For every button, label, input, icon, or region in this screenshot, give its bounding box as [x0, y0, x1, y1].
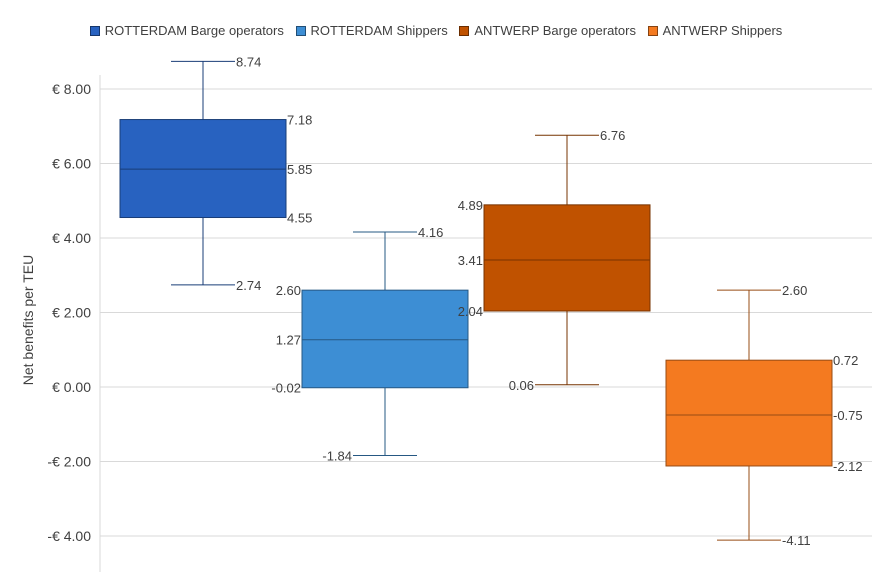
y-tick-label: € 8.00 — [52, 81, 91, 97]
box-group: 0.72 -0.75 -2.12 2.60 -4.11 — [665, 283, 863, 548]
q3-label: 2.60 — [276, 283, 301, 298]
y-tick-label: -€ 4.00 — [47, 528, 91, 544]
median-label: 1.27 — [276, 333, 301, 348]
chart-legend: ROTTERDAM Barge operators ROTTERDAM Ship… — [0, 22, 872, 38]
q3-label: 7.18 — [287, 113, 312, 128]
box-group: 2.60 1.27 -0.02 4.16 -1.84 — [271, 225, 469, 464]
min-label: 0.06 — [509, 378, 534, 393]
max-label: 4.16 — [418, 225, 443, 240]
q1-label: 2.04 — [458, 304, 483, 319]
q1-label: -0.02 — [271, 381, 301, 396]
q1-label: 4.55 — [287, 211, 312, 226]
legend-swatch — [295, 26, 306, 37]
median-label: -0.75 — [833, 408, 863, 423]
legend-item-antwerp-barge: ANTWERP Barge operators — [459, 23, 636, 38]
median-label: 5.85 — [287, 162, 312, 177]
min-label: 2.74 — [236, 278, 261, 293]
y-axis-ticks: -€ 4.00 -€ 2.00 € 0.00 € 2.00 € 4.00 € 6.00 € … — [47, 81, 91, 544]
legend-label: ANTWERP Barge operators — [474, 23, 636, 39]
iqr-box — [301, 289, 469, 389]
median-label: 3.41 — [458, 253, 483, 268]
q3-label: 4.89 — [458, 198, 483, 213]
legend-swatch — [647, 26, 658, 37]
iqr-box — [483, 204, 651, 312]
box-group: 4.89 3.41 2.04 6.76 0.06 — [458, 128, 651, 393]
max-label: 6.76 — [600, 128, 625, 143]
q1-label: -2.12 — [833, 459, 863, 474]
iqr-box — [119, 119, 287, 219]
min-label: -4.11 — [782, 533, 811, 548]
legend-item-rotterdam-shippers: ROTTERDAM Shippers — [295, 23, 448, 39]
y-tick-label: € 4.00 — [52, 230, 91, 246]
legend-label: ROTTERDAM Shippers — [310, 23, 448, 39]
legend-label: ANTWERP Shippers — [662, 23, 783, 39]
max-label: 2.60 — [782, 283, 807, 298]
max-label: 8.74 — [236, 54, 261, 69]
legend-item-rotterdam-barge: ROTTERDAM Barge operators — [89, 23, 284, 39]
q3-label: 0.72 — [833, 353, 858, 368]
box-group: 7.18 5.85 4.55 8.74 2.74 — [119, 54, 312, 293]
min-label: -1.84 — [322, 449, 352, 464]
legend-swatch — [459, 26, 470, 37]
y-tick-label: € 2.00 — [52, 305, 91, 321]
legend-label: ROTTERDAM Barge operators — [104, 23, 284, 39]
box-series: 7.18 5.85 4.55 8.74 2.74 2.60 1.27 -0.02 4.16 -1.… — [119, 54, 863, 548]
y-tick-label: € 0.00 — [52, 379, 91, 395]
legend-item-antwerp-shippers: ANTWERP Shippers — [647, 23, 783, 39]
y-tick-label: -€ 2.00 — [47, 454, 91, 470]
iqr-box — [665, 359, 833, 467]
y-tick-label: € 6.00 — [52, 156, 91, 172]
legend-swatch — [89, 26, 100, 37]
